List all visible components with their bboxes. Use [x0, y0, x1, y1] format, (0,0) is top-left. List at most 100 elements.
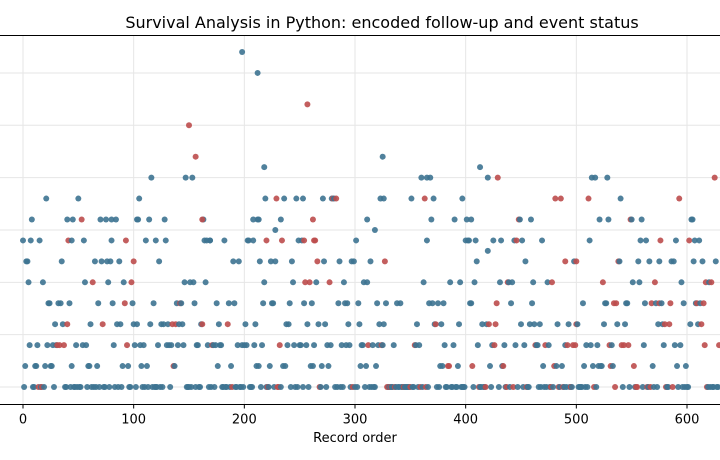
censored-point [261, 164, 268, 171]
censored-point [608, 342, 615, 349]
censored-point [527, 216, 534, 223]
chart-title: Survival Analysis in Python: encoded fol… [125, 13, 638, 32]
censored-point [181, 279, 188, 286]
censored-point [34, 342, 41, 349]
censored-point [714, 384, 720, 390]
censored-point [646, 258, 653, 265]
censored-point [69, 216, 76, 223]
censored-point [239, 49, 246, 55]
censored-point [459, 195, 466, 202]
censored-point [245, 237, 252, 244]
event-point [128, 279, 135, 286]
censored-point [272, 258, 279, 265]
censored-point [33, 363, 40, 370]
event-point [552, 195, 559, 202]
censored-point [490, 237, 497, 244]
censored-point [86, 363, 93, 370]
event-point [666, 321, 673, 328]
censored-point [574, 321, 581, 328]
censored-point [73, 342, 80, 349]
censored-point [228, 363, 235, 370]
censored-point [95, 300, 102, 307]
censored-point [97, 216, 104, 223]
censored-point [425, 384, 432, 390]
censored-point [235, 258, 242, 265]
censored-point [670, 258, 677, 265]
censored-point [463, 216, 470, 223]
censored-point [156, 258, 163, 265]
censored-point [291, 342, 298, 349]
censored-point [672, 237, 679, 244]
event-point [273, 195, 280, 202]
censored-point [105, 279, 112, 286]
event-point [121, 300, 128, 307]
censored-point [508, 300, 515, 307]
event-point [276, 342, 283, 349]
censored-point [638, 216, 645, 223]
censored-point [357, 363, 364, 370]
event-point [510, 384, 517, 390]
event-point [302, 279, 309, 286]
censored-point [439, 363, 446, 370]
censored-point [605, 216, 612, 223]
event-point [309, 216, 316, 223]
censored-point [454, 363, 461, 370]
censored-point [148, 174, 155, 181]
censored-point [234, 342, 241, 349]
censored-point [429, 300, 436, 307]
event-point [716, 342, 720, 349]
censored-point [354, 384, 361, 390]
censored-point [691, 237, 698, 244]
censored-point [44, 342, 51, 349]
censored-point [265, 384, 272, 390]
censored-point [110, 342, 117, 349]
censored-point [361, 384, 368, 390]
censored-point [682, 363, 689, 370]
censored-point [212, 342, 219, 349]
censored-point [152, 237, 159, 244]
censored-point [159, 384, 166, 390]
x-tick-label: 300 [343, 413, 368, 428]
censored-point [117, 321, 124, 328]
censored-point [321, 258, 328, 265]
censored-point [204, 342, 211, 349]
censored-point [133, 216, 140, 223]
censored-point [322, 321, 329, 328]
censored-point [603, 300, 610, 307]
censored-point [356, 321, 363, 328]
event-point [278, 237, 285, 244]
censored-point [379, 342, 386, 349]
censored-point [108, 237, 115, 244]
censored-point [420, 279, 427, 286]
censored-point [255, 363, 262, 370]
event-point [365, 342, 372, 349]
censored-point [106, 384, 113, 390]
censored-point [179, 321, 186, 328]
censored-point [649, 363, 656, 370]
censored-point [103, 216, 109, 223]
event-point [573, 258, 580, 265]
censored-point [367, 258, 374, 265]
censored-point [120, 279, 127, 286]
censored-point [27, 237, 34, 244]
data-points [20, 49, 720, 390]
event-point [686, 237, 693, 244]
x-tick-label: 100 [121, 413, 146, 428]
censored-point [277, 216, 284, 223]
censored-point [525, 384, 532, 390]
censored-point [112, 216, 119, 223]
censored-point [470, 384, 477, 390]
censored-point [484, 174, 491, 181]
censored-point [484, 247, 491, 254]
censored-point [287, 384, 294, 390]
censored-point [59, 321, 66, 328]
censored-point [281, 195, 288, 202]
censored-point [441, 342, 448, 349]
event-point [89, 279, 96, 286]
censored-point [277, 384, 284, 390]
event-point [557, 195, 564, 202]
censored-point [680, 300, 687, 307]
censored-point [594, 342, 601, 349]
censored-point [58, 258, 65, 265]
censored-point [118, 384, 125, 390]
